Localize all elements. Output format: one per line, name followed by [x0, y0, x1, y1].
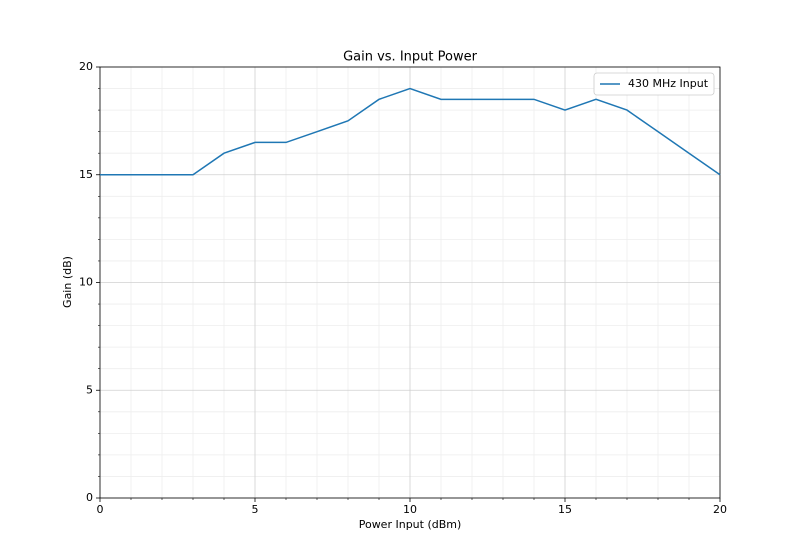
y-tick-label: 0 [86, 491, 93, 504]
y-tick-label: 20 [79, 60, 93, 73]
y-tick-label: 5 [86, 383, 93, 396]
legend-box [593, 72, 715, 96]
data-line [100, 87, 721, 176]
x-tick-label: 0 [97, 503, 104, 516]
y-tick-label: 10 [79, 276, 93, 289]
x-tick-label: 20 [713, 503, 727, 516]
legend-label: 430 MHz Input [628, 77, 709, 90]
x-tick-label: 15 [558, 503, 572, 516]
plot-frame [99, 66, 721, 499]
chart-title: Gain vs. Input Power [343, 50, 478, 65]
x-axis-label: Power Input (dBm) [359, 518, 462, 531]
x-tick-label: 10 [403, 503, 417, 516]
y-axis-label: Gain (dB) [61, 256, 74, 308]
x-tick-label: 5 [252, 503, 259, 516]
y-tick-label: 15 [79, 168, 93, 181]
